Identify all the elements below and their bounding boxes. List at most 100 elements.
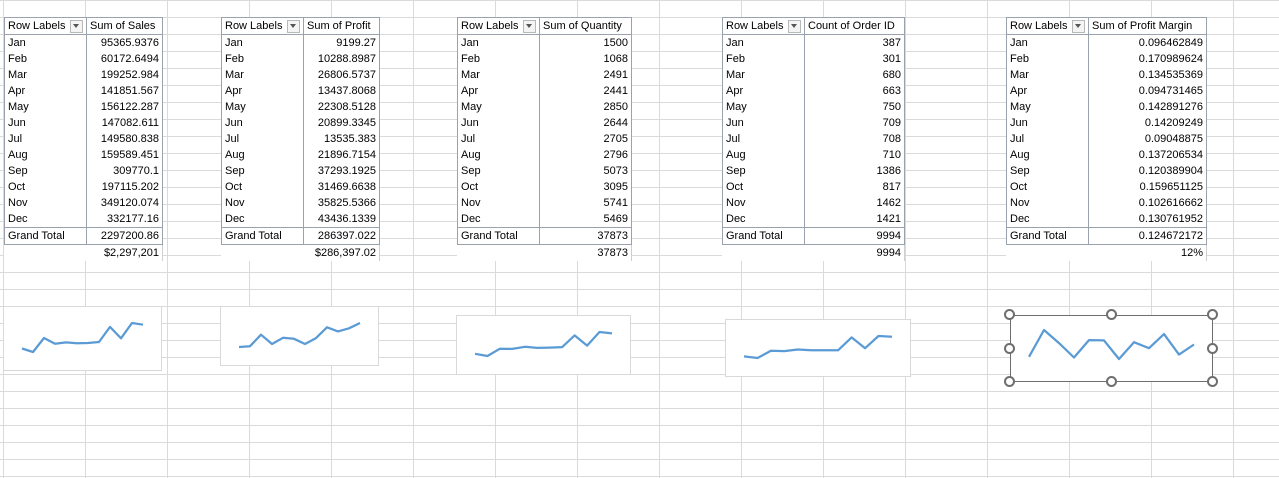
formatted-total-cell[interactable]: 37873	[539, 244, 632, 261]
value-cell[interactable]: 147082.611	[86, 115, 163, 131]
value-field-header[interactable]: Sum of Profit Margin	[1088, 17, 1207, 35]
month-label[interactable]: Jul	[457, 131, 540, 147]
value-cell[interactable]: 10288.8987	[303, 51, 380, 67]
month-label[interactable]: Apr	[4, 83, 87, 99]
empty-cell[interactable]	[723, 245, 805, 262]
value-cell[interactable]: 0.170989624	[1088, 51, 1207, 67]
series-line[interactable]	[743, 334, 893, 360]
month-label[interactable]: Dec	[4, 211, 87, 228]
filter-dropdown-icon[interactable]	[523, 19, 536, 33]
grand-total-label[interactable]: Grand Total	[221, 227, 304, 245]
value-cell[interactable]: 0.134535369	[1088, 67, 1207, 83]
month-label[interactable]: Dec	[1006, 211, 1089, 228]
value-cell[interactable]: 149580.838	[86, 131, 163, 147]
month-label[interactable]: Feb	[457, 51, 540, 67]
value-cell[interactable]: 95365.9376	[86, 34, 163, 51]
resize-handle-right[interactable]	[1207, 342, 1218, 354]
month-label[interactable]: Nov	[221, 195, 304, 211]
value-cell[interactable]: 663	[804, 83, 905, 99]
month-label[interactable]: Nov	[722, 195, 805, 211]
month-label[interactable]: May	[457, 99, 540, 115]
month-label[interactable]: Feb	[722, 51, 805, 67]
value-cell[interactable]: 13535.383	[303, 131, 380, 147]
value-cell[interactable]: 43436.1339	[303, 211, 380, 228]
month-label[interactable]: Aug	[1006, 147, 1089, 163]
value-cell[interactable]: 2644	[539, 115, 632, 131]
value-cell[interactable]: 0.159651125	[1088, 179, 1207, 195]
grand-total-value[interactable]: 37873	[539, 227, 632, 245]
value-cell[interactable]: 3095	[539, 179, 632, 195]
row-labels-header[interactable]: Row Labels	[4, 17, 87, 35]
value-cell[interactable]: 13437.8068	[303, 83, 380, 99]
grand-total-label[interactable]: Grand Total	[1006, 227, 1089, 245]
value-cell[interactable]: 0.130761952	[1088, 211, 1207, 228]
month-label[interactable]: Aug	[457, 147, 540, 163]
month-label[interactable]: Apr	[722, 83, 805, 99]
series-line[interactable]	[238, 321, 361, 349]
resize-handle-top[interactable]	[1105, 309, 1117, 320]
value-cell[interactable]: 22308.5128	[303, 99, 380, 115]
value-field-header[interactable]: Sum of Sales	[86, 17, 163, 35]
month-label[interactable]: Mar	[722, 67, 805, 83]
month-label[interactable]: Mar	[221, 67, 304, 83]
row-labels-header[interactable]: Row Labels	[221, 17, 304, 35]
resize-handle-bottom[interactable]	[1105, 376, 1117, 387]
line-chart-1[interactable]	[3, 306, 162, 371]
value-cell[interactable]: 159589.451	[86, 147, 163, 163]
value-cell[interactable]: 0.142891276	[1088, 99, 1207, 115]
month-label[interactable]: Oct	[221, 179, 304, 195]
value-cell[interactable]: 1462	[804, 195, 905, 211]
value-cell[interactable]: 199252.984	[86, 67, 163, 83]
filter-dropdown-icon[interactable]	[788, 19, 801, 33]
value-field-header[interactable]: Sum of Quantity	[539, 17, 632, 35]
month-label[interactable]: Apr	[457, 83, 540, 99]
value-cell[interactable]: 332177.16	[86, 211, 163, 228]
month-label[interactable]: Jun	[722, 115, 805, 131]
row-labels-header[interactable]: Row Labels	[1006, 17, 1089, 35]
value-cell[interactable]: 2796	[539, 147, 632, 163]
value-cell[interactable]: 60172.6494	[86, 51, 163, 67]
value-cell[interactable]: 21896.7154	[303, 147, 380, 163]
filter-dropdown-icon[interactable]	[70, 19, 83, 33]
value-cell[interactable]: 0.14209249	[1088, 115, 1207, 131]
month-label[interactable]: Jan	[1006, 34, 1089, 51]
month-label[interactable]: May	[4, 99, 87, 115]
value-cell[interactable]: 680	[804, 67, 905, 83]
formatted-total-cell[interactable]: $2,297,201	[86, 244, 163, 261]
series-line[interactable]	[21, 321, 144, 354]
grand-total-value[interactable]: 286397.022	[303, 227, 380, 245]
month-label[interactable]: Feb	[221, 51, 304, 67]
value-cell[interactable]: 156122.287	[86, 99, 163, 115]
month-label[interactable]: Sep	[221, 163, 304, 179]
value-cell[interactable]: 2491	[539, 67, 632, 83]
month-label[interactable]: Jan	[457, 34, 540, 51]
value-cell[interactable]: 141851.567	[86, 83, 163, 99]
month-label[interactable]: Mar	[1006, 67, 1089, 83]
month-label[interactable]: Jun	[4, 115, 87, 131]
month-label[interactable]: Oct	[4, 179, 87, 195]
value-cell[interactable]: 2850	[539, 99, 632, 115]
month-label[interactable]: Mar	[457, 67, 540, 83]
value-cell[interactable]: 197115.202	[86, 179, 163, 195]
month-label[interactable]: Nov	[4, 195, 87, 211]
month-label[interactable]: Jul	[4, 131, 87, 147]
value-cell[interactable]: 37293.1925	[303, 163, 380, 179]
month-label[interactable]: Feb	[1006, 51, 1089, 67]
line-chart-3[interactable]	[456, 315, 631, 375]
value-cell[interactable]: 750	[804, 99, 905, 115]
line-chart-4[interactable]	[725, 319, 911, 377]
resize-handle-bottom-left[interactable]	[1004, 376, 1015, 387]
pivot-table-5[interactable]: Row Labels Sum of Profit Margin Jan 0.09646…	[1006, 17, 1207, 261]
month-label[interactable]: Jan	[4, 34, 87, 51]
value-cell[interactable]: 1421	[804, 211, 905, 228]
value-cell[interactable]: 0.120389904	[1088, 163, 1207, 179]
line-chart-5[interactable]	[1010, 315, 1213, 382]
month-label[interactable]: Oct	[722, 179, 805, 195]
month-label[interactable]: May	[221, 99, 304, 115]
month-label[interactable]: Oct	[1006, 179, 1089, 195]
month-label[interactable]: Jan	[221, 34, 304, 51]
month-label[interactable]: Mar	[4, 67, 87, 83]
month-label[interactable]: Apr	[1006, 83, 1089, 99]
value-cell[interactable]: 20899.3345	[303, 115, 380, 131]
resize-handle-left[interactable]	[1004, 342, 1015, 354]
